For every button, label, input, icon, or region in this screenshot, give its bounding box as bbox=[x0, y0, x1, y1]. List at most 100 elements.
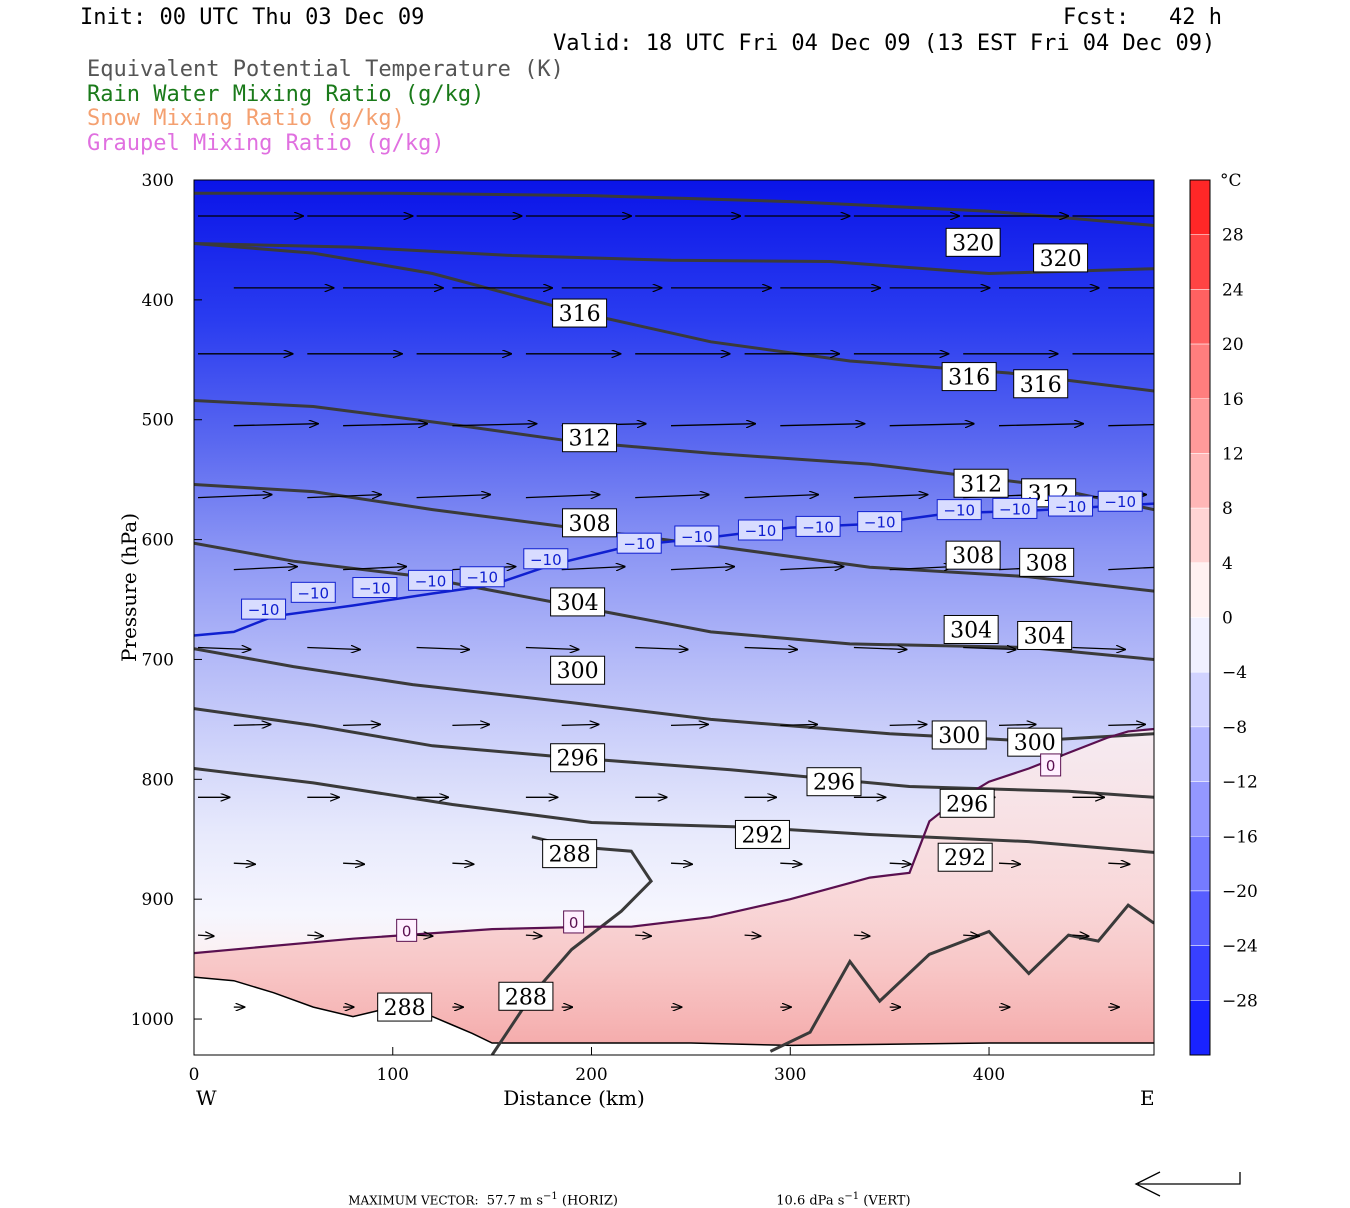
theta-e-label-312: 312 bbox=[953, 468, 1009, 498]
wind-arrow bbox=[780, 424, 864, 426]
theta-e-label-box bbox=[931, 720, 987, 750]
wind-arrow bbox=[635, 935, 651, 936]
wind-arrow bbox=[998, 863, 1020, 864]
theta-e-label-text: 316 bbox=[1020, 373, 1062, 398]
theta-e-label-308: 308 bbox=[1019, 547, 1075, 577]
colorbar-tick-label: −8 bbox=[1222, 718, 1247, 738]
y-tick-label: 900 bbox=[142, 890, 174, 910]
theta-e-label-box bbox=[542, 839, 598, 869]
wind-arrow bbox=[853, 495, 928, 498]
colorbar-segment bbox=[1189, 507, 1211, 564]
wind-arrow bbox=[998, 724, 1036, 725]
theta-e-label-text: 288 bbox=[384, 996, 426, 1021]
wind-arrow bbox=[889, 863, 911, 864]
theta-e-label-text: 316 bbox=[559, 302, 601, 327]
theta-e-label-box bbox=[562, 508, 618, 538]
wind-arrow bbox=[963, 935, 979, 936]
isotherm-label-box bbox=[936, 499, 982, 521]
colorbar-tick-label: 28 bbox=[1222, 226, 1244, 246]
wind-arrow bbox=[343, 863, 364, 864]
wind-arrow bbox=[233, 424, 318, 426]
isotherm-label-box bbox=[992, 497, 1038, 519]
theta-e-label-text: 316 bbox=[948, 366, 990, 391]
wind-arrow bbox=[1072, 648, 1126, 650]
wind-arrow bbox=[561, 724, 599, 725]
x-tick-label: 0 bbox=[189, 1065, 200, 1085]
legend-graupel: Graupel Mixing Ratio (g/kg) bbox=[87, 131, 445, 156]
wind-arrow bbox=[853, 648, 907, 650]
isotherm-label-text: −10 bbox=[802, 518, 834, 536]
x-tick-label: 400 bbox=[973, 1065, 1005, 1085]
colorbar-tick-label: 20 bbox=[1222, 335, 1244, 355]
theta-e-label-304: 304 bbox=[943, 614, 999, 644]
isotherm-label-text: 0 bbox=[402, 922, 412, 940]
east-label: E bbox=[1140, 1086, 1155, 1110]
theta-e-label-box bbox=[941, 362, 997, 392]
isotherm-label-text: 0 bbox=[1046, 757, 1056, 775]
isotherm-minus10-label: −10 bbox=[523, 548, 569, 570]
theta-e-label-296: 296 bbox=[550, 743, 606, 773]
theta-e-label-box bbox=[377, 992, 433, 1022]
wind-arrow bbox=[1108, 423, 1154, 427]
wind-arrow bbox=[452, 863, 473, 864]
wind-arrow bbox=[452, 424, 536, 426]
colorbar-segment bbox=[1189, 945, 1211, 1001]
isotherm-minus10-label: −10 bbox=[459, 566, 505, 588]
theta-e-label-text: 288 bbox=[549, 843, 591, 868]
colorbar-segment bbox=[1189, 453, 1211, 509]
wind-arrow bbox=[233, 567, 297, 570]
isotherm-label-text: −10 bbox=[415, 572, 447, 590]
theta-e-label-text: 308 bbox=[952, 544, 994, 569]
theta-e-label-288: 288 bbox=[498, 981, 554, 1011]
wind-arrow bbox=[670, 567, 734, 570]
theta-e-label-text: 312 bbox=[960, 472, 1002, 497]
theta-e-label-text: 300 bbox=[557, 659, 599, 684]
wind-arrow bbox=[1108, 724, 1145, 725]
isotherm-label-box bbox=[1040, 753, 1062, 777]
vert-max-value: 10.6 dPa s bbox=[776, 1193, 845, 1208]
isotherm-label-box bbox=[1097, 490, 1143, 512]
isotherm-label-text: −10 bbox=[466, 569, 498, 587]
theta-e-label-box bbox=[562, 423, 618, 453]
y-tick-label: 700 bbox=[142, 650, 174, 670]
theta-e-label-box bbox=[1019, 547, 1075, 577]
isotherm-minus10-label: −10 bbox=[352, 577, 398, 599]
theta-e-label-288: 288 bbox=[542, 839, 598, 869]
isotherm-minus10-label: −10 bbox=[241, 598, 287, 620]
theta-e-label-box bbox=[550, 743, 606, 773]
theta-e-label-text: 320 bbox=[952, 231, 994, 256]
isotherm-zero-label: 0 bbox=[396, 918, 418, 942]
valid-time: Valid: 18 UTC Fri 04 Dec 09 (13 EST Fri … bbox=[553, 31, 1216, 56]
wind-arrow bbox=[233, 863, 255, 864]
isotherm-minus10-label: −10 bbox=[1048, 495, 1094, 517]
theta-e-label-text: 292 bbox=[741, 823, 783, 848]
theta-e-label-288: 288 bbox=[377, 992, 433, 1022]
horiz-exponent: −1 bbox=[543, 1191, 558, 1202]
wind-arrow bbox=[197, 935, 214, 936]
theta-e-label-316: 316 bbox=[1013, 369, 1069, 399]
isotherm-label-box bbox=[459, 566, 505, 588]
isotherm-label-text: −10 bbox=[999, 500, 1031, 518]
wind-arrow bbox=[525, 648, 579, 650]
isotherm-label-text: −10 bbox=[248, 601, 280, 619]
theta-e-label-box bbox=[945, 540, 1001, 570]
wind-arrow bbox=[1072, 935, 1089, 936]
colorbar-frame bbox=[1189, 179, 1211, 1056]
wind-arrow bbox=[744, 935, 761, 936]
max-vector-label: MAXIMUM VECTOR: bbox=[348, 1193, 479, 1208]
theta-e-label-box bbox=[550, 655, 606, 685]
theta-e-label-304: 304 bbox=[550, 587, 606, 617]
theta-e-label-box bbox=[1033, 243, 1089, 273]
theta-e-label-308: 308 bbox=[562, 508, 618, 538]
horiz-unit: (HORIZ) bbox=[557, 1193, 618, 1208]
reference-vector-arrow bbox=[1134, 1171, 1241, 1197]
y-tick-label: 600 bbox=[142, 531, 174, 551]
wind-arrow bbox=[307, 935, 323, 936]
forecast-hour: Fcst: 42 h bbox=[1063, 5, 1222, 30]
theta-e-label-300: 300 bbox=[1007, 727, 1063, 757]
isotherm-label-box bbox=[1048, 495, 1094, 517]
wind-arrow bbox=[1108, 566, 1154, 571]
theta-e-label-text: 312 bbox=[569, 427, 611, 452]
wind-arrow bbox=[1108, 863, 1129, 864]
wind-arrow bbox=[452, 724, 489, 725]
